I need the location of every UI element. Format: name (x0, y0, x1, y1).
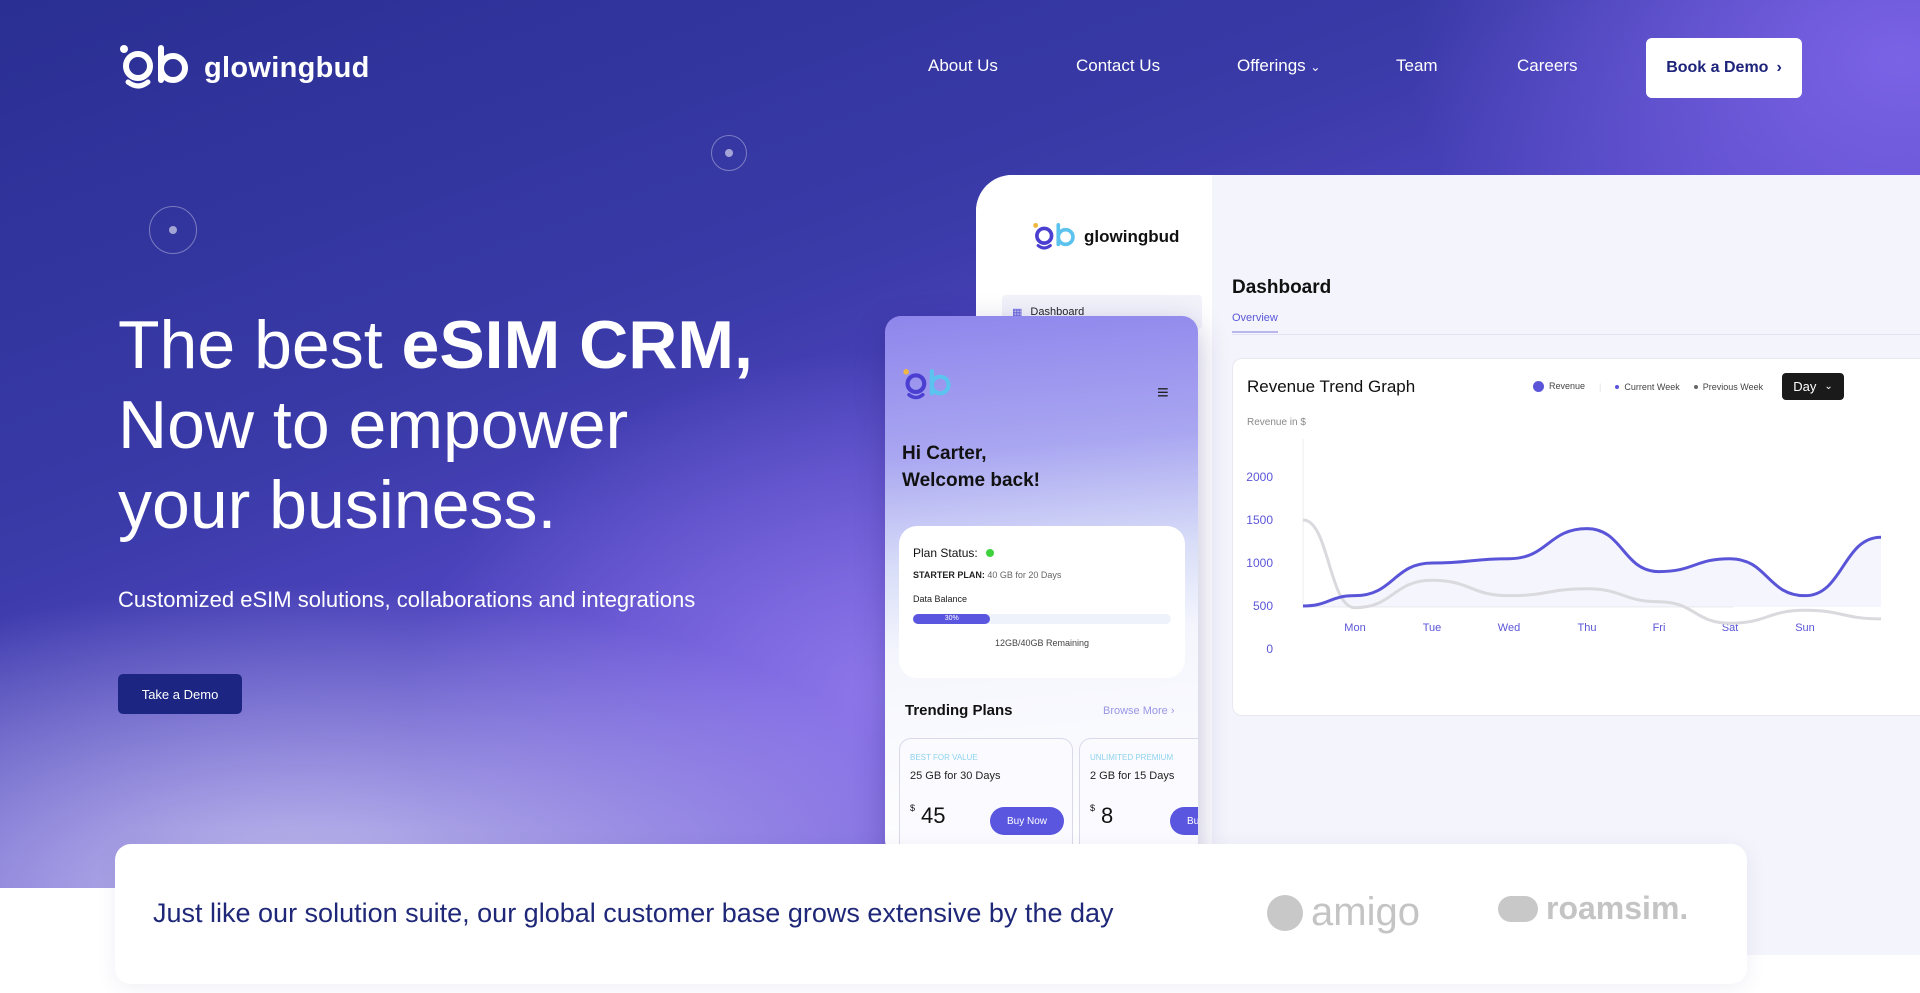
amigo-logo: amigo (1267, 890, 1420, 935)
browse-more-link[interactable]: Browse More › (1103, 705, 1175, 717)
plan-price: $8 (1090, 803, 1114, 828)
dashboard-brand: glowingbud (1084, 227, 1180, 246)
chevron-down-icon: ⌄ (1310, 60, 1321, 74)
heading-line1-light: The best (118, 307, 402, 383)
buy-now-button[interactable]: Buy Now (1170, 807, 1198, 835)
nav-careers[interactable]: Careers (1517, 56, 1578, 75)
decorative-circle (711, 135, 747, 171)
heading-line3: your business. (118, 467, 557, 543)
gb-logo-icon (1033, 222, 1075, 250)
book-demo-button[interactable]: Book a Demo › (1646, 38, 1802, 98)
revenue-chart-card: 2000 1500 1000 500 0 Mon Tue Wed Thu Fri Sat Sun Re… (1232, 358, 1920, 716)
legend-revenue: Revenue (1533, 381, 1585, 393)
series-line-previous-week (1302, 518, 1882, 625)
customers-text: Just like our solution suite, our global… (153, 898, 1114, 928)
plan-status-card: Plan Status: STARTER PLAN: 40 GB for 20 … (899, 526, 1185, 678)
grid-icon: ▦ (1012, 306, 1023, 319)
x-tick-label: Tue (1423, 622, 1442, 634)
series-line-current-week (1302, 527, 1882, 608)
plan-name: STARTER PLAN: (913, 570, 985, 580)
plan-desc: 25 GB for 30 Days (910, 770, 1001, 782)
period-label: Day (1793, 379, 1817, 394)
buy-now-button[interactable]: Buy Now (990, 807, 1064, 835)
x-tick-label: Mon (1344, 622, 1365, 634)
chart-legend: Revenue | Current Week Previous Week (1533, 381, 1763, 393)
roamsim-logo: roamsim. (1498, 890, 1688, 927)
nav-team[interactable]: Team (1396, 56, 1438, 75)
gb-logo-icon (120, 45, 188, 89)
heading-line1-bold: eSIM CRM, (401, 307, 753, 383)
legend-previous-week: Previous Week (1693, 382, 1763, 392)
y-tick-label: 1000 (1246, 556, 1273, 570)
y-tick-label: 1500 (1246, 513, 1273, 527)
remaining-data: 12GB/40GB Remaining (994, 638, 1090, 648)
take-demo-button[interactable]: Take a Demo (118, 674, 242, 714)
sidebar-item-label: Dashboard (1030, 306, 1085, 318)
y-tick-label: 0 (1266, 642, 1273, 656)
chevron-down-icon: ⌄ (1824, 381, 1833, 392)
trending-plans-heading: Trending Plans (905, 702, 1013, 719)
divider (1232, 334, 1920, 335)
legend-current-week: Current Week (1615, 382, 1680, 392)
nav-about-us[interactable]: About Us (928, 56, 998, 75)
period-dropdown[interactable]: Day ⌄ (1782, 373, 1844, 400)
x-tick-label: Wed (1498, 622, 1520, 634)
hero-subtitle: Customized eSIM solutions, collaboration… (118, 587, 696, 612)
greeting: Hi Carter, Welcome back! (902, 443, 1040, 491)
smiley-icon (1267, 894, 1303, 931)
revenue-chart: 2000 1500 1000 500 0 Mon Tue Wed Thu Fri Sat Sun (1246, 439, 1882, 656)
phone-preview: ≡ Hi Carter, Welcome back! Plan Status: S… (885, 316, 1198, 856)
hamburger-menu-icon[interactable]: ≡ (1157, 382, 1169, 404)
x-tick-label: Sun (1795, 622, 1815, 634)
y-tick-label: 2000 (1246, 470, 1273, 484)
plan-status-label: Plan Status: (913, 546, 978, 560)
y-tick-label: 500 (1253, 599, 1273, 613)
chart-title: Revenue Trend Graph (1247, 377, 1416, 396)
nav-offerings-label: Offerings (1237, 56, 1306, 75)
y-axis-label: Revenue in $ (1247, 417, 1306, 428)
hero-heading: The best eSIM CRM, Now to empower your b… (118, 305, 753, 545)
gb-logo-icon (903, 369, 951, 400)
plan-tag: UNLIMITED PREMIUM (1090, 753, 1174, 762)
plan-tag: BEST FOR VALUE (910, 753, 978, 762)
usage-fill: 30% (913, 614, 991, 624)
data-balance-label: Data Balance (913, 594, 968, 604)
brand-logo[interactable]: glowingbud (118, 44, 370, 92)
status-dot-icon (985, 549, 994, 557)
plan-price: $45 (910, 803, 946, 828)
x-tick-label: Fri (1653, 622, 1666, 634)
decorative-circle (149, 206, 197, 254)
plan-desc: 2 GB for 15 Days (1090, 770, 1175, 782)
nav-contact-us[interactable]: Contact Us (1076, 56, 1161, 75)
dashboard-title: Dashboard (1232, 277, 1332, 298)
nav-offerings[interactable]: Offerings ⌄ (1237, 56, 1320, 76)
heading-line2: Now to empower (118, 387, 629, 463)
roamsim-mark-icon (1498, 895, 1538, 922)
dashboard-logo: glowingbud (1032, 221, 1179, 253)
plan-card: UNLIMITED PREMIUM 2 GB for 15 Days $8 Bu… (1079, 738, 1198, 856)
tab-overview[interactable]: Overview (1232, 312, 1278, 333)
data-usage-bar: 30% (913, 614, 1171, 624)
plan-card: BEST FOR VALUE 25 GB for 30 Days $45 Buy… (899, 738, 1073, 856)
chevron-right-icon: › (1776, 59, 1782, 76)
x-tick-label: Sat (1722, 622, 1739, 634)
book-demo-label: Book a Demo (1666, 59, 1769, 76)
x-tick-label: Thu (1578, 622, 1597, 634)
plan-desc: 40 GB for 20 Days (987, 570, 1062, 580)
revenue-area (1303, 528, 1881, 607)
customer-logos-band: Just like our solution suite, our global… (115, 844, 1747, 984)
